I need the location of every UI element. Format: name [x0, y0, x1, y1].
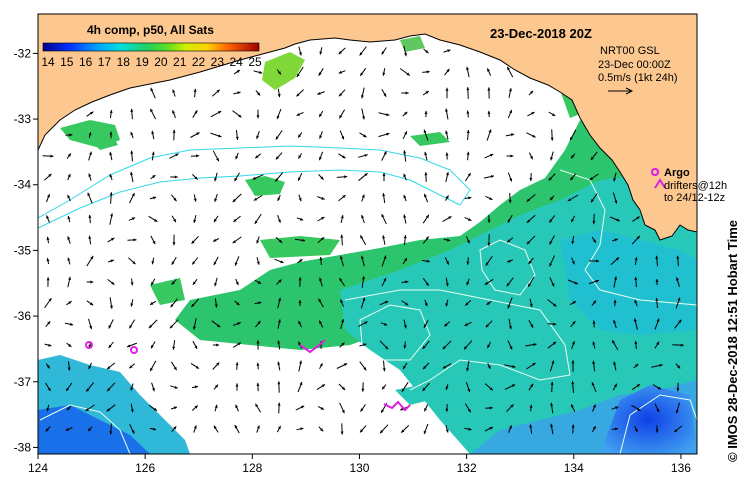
- colorbar-tick-label: 17: [98, 55, 112, 69]
- drifter-tracks: [299, 178, 666, 412]
- plot-frame: [37, 13, 698, 455]
- x-tick-label: 130: [349, 461, 369, 475]
- y-tick-label: -33: [14, 112, 32, 126]
- legend-argo: Argo: [664, 167, 690, 179]
- colorbar-tick-label: 14: [41, 55, 55, 69]
- colorbar-tick-label: 25: [248, 55, 262, 69]
- colorbar-tick-label: 24: [230, 55, 244, 69]
- velocity-source: NRT00 GSL: [600, 45, 660, 57]
- colorbar-tick-label: 23: [211, 55, 225, 69]
- colorbar-tick-label: 16: [79, 55, 93, 69]
- legend-drifters: drifters@12h: [664, 180, 727, 192]
- legend-drifters-to: to 24/12-12z: [664, 192, 725, 204]
- y-axis: -32 -33 -34 -35 -36 -37 -38: [14, 46, 38, 454]
- velocity-time: 23-Dec 00:00Z: [598, 59, 671, 71]
- colorbar-title: 4h comp, p50, All Sats: [87, 23, 214, 37]
- colorbar-tick-label: 18: [117, 55, 131, 69]
- copyright-label: © IMOS 28-Dec-2018 12:51 Hobart Time: [725, 220, 740, 462]
- velocity-scale: 0.5m/s (1kt 24h): [598, 72, 677, 84]
- colorbar: 4h comp, p50, All Sats 14 15 16 17 18 19 20 21 2…: [41, 23, 262, 69]
- y-tick-label: -38: [14, 440, 32, 454]
- colorbar-tick-label: 22: [192, 55, 206, 69]
- sst-isotherms: [39, 169, 697, 454]
- colorbar-tick-label: 15: [60, 55, 74, 69]
- colorbar-tick-label: 20: [154, 55, 168, 69]
- colorbar-tick-label: 19: [135, 55, 149, 69]
- sst-mid-cyan: [560, 230, 697, 335]
- x-tick-label: 136: [671, 461, 691, 475]
- y-tick-label: -32: [14, 46, 32, 60]
- y-tick-label: -36: [14, 309, 32, 323]
- argo-legend-icon: [651, 168, 659, 176]
- x-tick-label: 132: [457, 461, 477, 475]
- colorbar-tick-label: 21: [173, 55, 187, 69]
- y-tick-label: -35: [14, 243, 32, 257]
- x-tick-label: 134: [564, 461, 584, 475]
- land-australia: [38, 14, 697, 241]
- velocity-arrows: [42, 45, 684, 435]
- sst-sw-cold: [38, 405, 150, 454]
- x-tick-label: 126: [135, 461, 155, 475]
- colorbar-ticks: 14 15 16 17 18 19 20 21 22 23 24 25: [41, 55, 262, 69]
- legend: Argo drifters@12h to 24/12-12z: [651, 167, 727, 204]
- x-tick-label: 128: [242, 461, 262, 475]
- map-title: 23-Dec-2018 20Z: [490, 26, 592, 41]
- y-tick-label: -37: [14, 375, 32, 389]
- colorbar-scale: [42, 42, 260, 52]
- y-tick-label: -34: [14, 178, 32, 192]
- x-axis: 124 126 128 130 132 134 136: [28, 454, 691, 475]
- x-tick-label: 124: [28, 461, 48, 475]
- scale-arrow-icon: [608, 87, 634, 95]
